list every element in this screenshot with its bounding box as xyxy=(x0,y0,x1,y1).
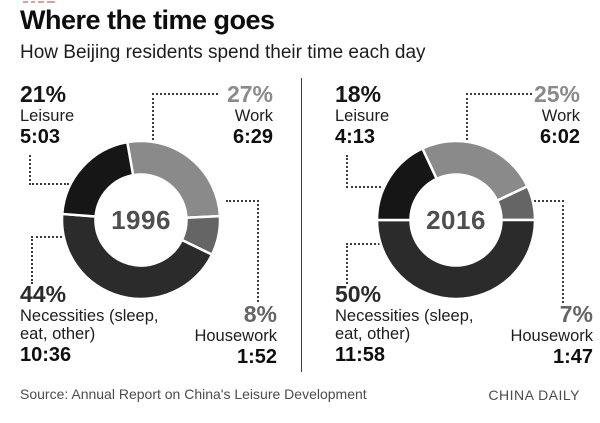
label-2016-housework: 7% Housework 1:47 xyxy=(510,302,593,368)
category-1996-work: Work xyxy=(234,107,273,125)
category-1996-housework: Housework xyxy=(194,327,277,345)
pct-2016-work: 25% xyxy=(533,81,580,107)
publisher-credit: CHINA DAILY xyxy=(488,387,580,403)
donut-segment-1996-work xyxy=(126,140,221,220)
pct-2016-leisure: 18% xyxy=(335,81,382,107)
leader-line-1996-necessities xyxy=(31,236,66,284)
leader-line-2016-housework xyxy=(531,200,564,303)
source-credit: Source: Annual Report on China's Leisure… xyxy=(20,386,367,402)
pct-1996-leisure: 21% xyxy=(20,81,67,107)
page-title: Where the time goes xyxy=(20,5,275,35)
donut-center-year-1996: 1996 xyxy=(111,205,171,235)
leader-line-2016-necessities xyxy=(346,243,380,284)
leader-line-1996-work xyxy=(152,93,218,140)
category-2016-leisure: Leisure xyxy=(335,107,390,125)
pct-2016-necessities: 50% xyxy=(335,281,382,307)
category-2016-necessities-line1: Necessities (sleep, xyxy=(335,307,474,325)
donut-center-year-2016: 2016 xyxy=(426,205,486,235)
leader-line-2016-leisure xyxy=(346,155,381,188)
time-1996-leisure: 5:03 xyxy=(20,126,61,148)
label-1996-necessities: 44% Necessities (sleep, eat, other) 10:3… xyxy=(20,282,158,366)
time-1996-work: 6:29 xyxy=(232,126,273,148)
time-1996-necessities: 10:36 xyxy=(20,344,72,366)
category-1996-necessities-line2: eat, other) xyxy=(20,325,96,343)
category-2016-housework: Housework xyxy=(510,327,593,345)
leader-line-1996-leisure xyxy=(29,155,69,185)
pct-2016-housework: 7% xyxy=(559,301,593,327)
label-2016-work: 25% Work 6:02 xyxy=(534,82,580,148)
time-1996-housework: 1:52 xyxy=(236,346,277,368)
label-2016-necessities: 50% Necessities (sleep, eat, other) 11:5… xyxy=(335,282,473,366)
donut-segment-1996-leisure xyxy=(61,140,135,218)
pct-1996-necessities: 44% xyxy=(20,281,67,307)
leader-line-2016-work xyxy=(466,93,532,140)
category-1996-leisure: Leisure xyxy=(20,107,75,125)
donut-chart-1996 xyxy=(61,140,221,300)
label-1996-work: 27% Work 6:29 xyxy=(227,82,273,148)
time-2016-leisure: 4:13 xyxy=(335,126,376,148)
time-2016-work: 6:02 xyxy=(539,126,580,148)
label-2016-leisure: 18% Leisure 4:13 xyxy=(335,82,389,148)
donut-segment-2016-leisure xyxy=(376,147,438,222)
chart-divider-line xyxy=(301,78,302,372)
category-2016-work: Work xyxy=(541,107,580,125)
donut-chart-2016 xyxy=(376,140,536,300)
category-2016-necessities-line2: eat, other) xyxy=(335,325,411,343)
donut-segment-1996-necessities xyxy=(61,212,214,300)
time-2016-necessities: 11:58 xyxy=(335,344,386,366)
category-1996-necessities-line1: Necessities (sleep, xyxy=(20,307,159,325)
donut-segment-2016-work xyxy=(421,140,529,202)
label-1996-housework: 8% Housework 1:52 xyxy=(194,302,277,368)
pct-1996-work: 27% xyxy=(226,81,273,107)
leader-line-1996-housework xyxy=(226,200,259,302)
page-subtitle: How Beijing residents spend their time e… xyxy=(20,42,426,63)
label-1996-leisure: 21% Leisure 5:03 xyxy=(20,82,74,148)
time-2016-housework: 1:47 xyxy=(552,346,593,368)
pct-1996-housework: 8% xyxy=(243,301,277,327)
donut-segment-2016-necessities xyxy=(376,218,536,300)
top-edge-red-marks xyxy=(23,1,55,3)
